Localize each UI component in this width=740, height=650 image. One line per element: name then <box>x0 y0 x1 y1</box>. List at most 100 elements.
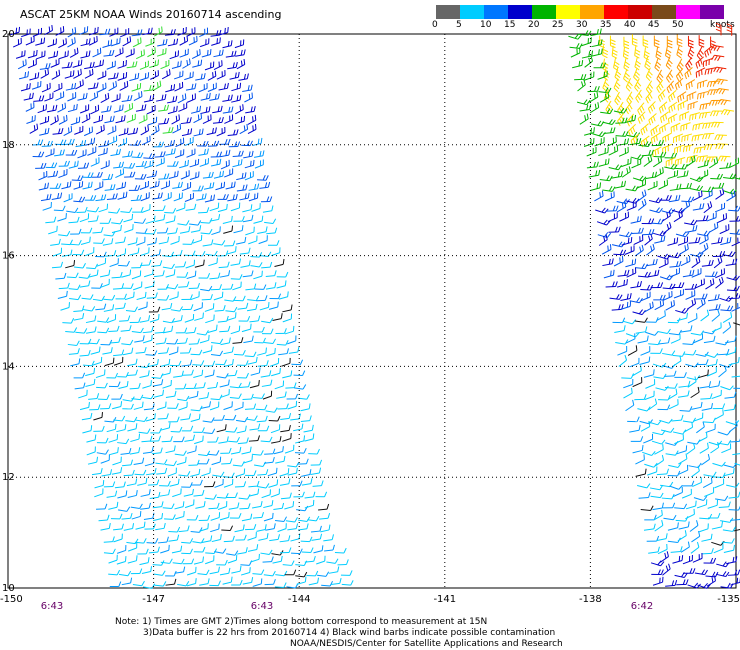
wind-barb <box>226 550 239 556</box>
wind-barb <box>79 349 91 357</box>
wind-barb <box>654 299 665 311</box>
wind-barb <box>144 280 155 289</box>
wind-barb <box>142 393 155 400</box>
wind-barb <box>256 415 268 423</box>
wind-barb <box>183 488 194 497</box>
wind-barb <box>677 91 687 103</box>
wind-barb <box>147 47 156 58</box>
wind-barb <box>165 390 177 399</box>
wind-barb <box>46 104 58 113</box>
wind-barb <box>242 204 253 213</box>
wind-barb <box>722 311 733 323</box>
wind-barb <box>121 577 133 586</box>
wind-barb <box>157 295 170 301</box>
wind-barb <box>78 26 89 36</box>
grid-lines <box>8 34 736 588</box>
wind-barb <box>177 93 187 104</box>
wind-barb <box>17 59 27 70</box>
wind-barb <box>227 129 239 137</box>
wind-barb <box>228 141 241 148</box>
wind-barb <box>287 335 297 345</box>
wind-barb <box>714 78 728 85</box>
wind-barb <box>695 351 709 357</box>
wind-barb <box>692 552 703 563</box>
wind-barb <box>262 390 273 400</box>
wind-barb <box>169 291 179 301</box>
wind-barb <box>724 403 736 412</box>
wind-barb <box>175 137 185 148</box>
wind-barb <box>245 226 255 236</box>
wind-barb <box>705 156 718 163</box>
wind-barb <box>201 467 211 477</box>
wind-barb <box>95 369 106 379</box>
wind-barb <box>644 462 658 468</box>
wind-barb <box>40 193 52 202</box>
time-label: 6:42 <box>631 601 653 612</box>
wind-barb <box>643 47 650 61</box>
wind-barb <box>279 478 291 486</box>
wind-barb <box>211 456 222 466</box>
wind-barb <box>134 469 147 476</box>
wind-barb <box>84 61 95 70</box>
wind-barb <box>221 458 233 465</box>
wind-barb <box>724 391 737 399</box>
wind-barb <box>118 127 129 137</box>
wind-barb <box>53 82 63 93</box>
wind-barb <box>310 525 322 533</box>
wind-barb <box>90 346 101 355</box>
wind-barb <box>312 480 324 487</box>
wind-barb <box>154 327 166 334</box>
wind-barb <box>53 205 66 212</box>
wind-barb <box>247 123 257 134</box>
wind-barb <box>677 530 687 542</box>
wind-barb <box>274 582 287 588</box>
wind-barb <box>287 523 299 531</box>
wind-barb <box>674 156 686 166</box>
wind-barb <box>235 534 247 541</box>
wind-barb <box>671 282 685 288</box>
wind-barb <box>713 256 723 269</box>
wind-barb <box>665 440 679 446</box>
wind-barb <box>186 445 197 454</box>
wind-barb <box>717 98 731 106</box>
wind-barb <box>340 570 353 576</box>
wind-barb <box>149 180 160 189</box>
wind-barb <box>108 554 118 564</box>
wind-barb <box>87 215 99 223</box>
wind-barb <box>711 521 723 530</box>
wind-barb <box>692 203 705 211</box>
wind-barb <box>728 292 740 300</box>
wind-barb <box>104 417 117 423</box>
wind-barb <box>41 82 51 93</box>
wind-barb <box>685 79 696 91</box>
wind-barb <box>123 523 135 531</box>
wind-barb <box>131 511 142 520</box>
wind-barb <box>672 555 684 564</box>
wind-barb <box>117 490 128 499</box>
wind-barb <box>244 159 255 169</box>
wind-barb <box>603 269 615 279</box>
wind-barb <box>36 50 46 60</box>
wind-barbs <box>10 22 740 589</box>
wind-barb <box>135 347 147 354</box>
wind-barb <box>284 569 297 576</box>
wind-barb <box>79 104 90 114</box>
wind-barb <box>207 450 220 456</box>
wind-barb <box>712 472 726 479</box>
legend-swatch <box>700 5 724 19</box>
wind-barb <box>641 149 654 157</box>
wind-barb <box>195 73 206 81</box>
wind-barb <box>145 350 158 356</box>
wind-barb <box>725 335 737 344</box>
wind-barb <box>144 228 157 235</box>
wind-barb <box>93 425 105 432</box>
wind-barb <box>130 568 143 575</box>
wind-barb <box>268 415 281 422</box>
wind-barb <box>157 413 169 420</box>
wind-barb <box>226 370 238 377</box>
wind-barb <box>204 61 215 71</box>
wind-barb <box>219 567 231 576</box>
wind-barb <box>644 233 653 246</box>
wind-barb <box>602 45 609 59</box>
wind-barb <box>169 360 182 367</box>
